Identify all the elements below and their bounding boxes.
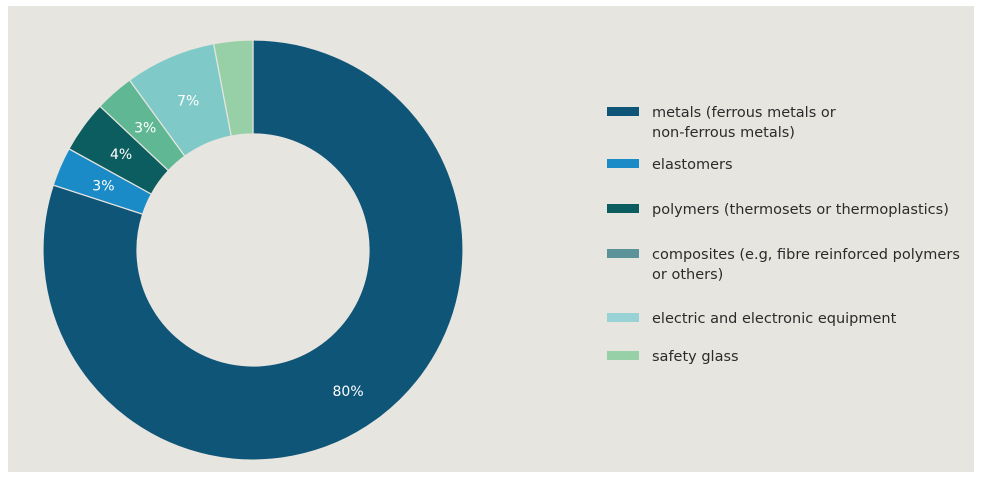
legend-label-line: composites (e.g, fibre reinforced polyme… bbox=[652, 247, 960, 263]
legend-label: polymers (thermosets or thermoplastics) bbox=[652, 200, 972, 220]
slice-value-label-5: 7% bbox=[177, 93, 199, 109]
legend-label-line: non-ferrous metals) bbox=[652, 125, 795, 141]
legend-label: electric and electronic equipment bbox=[652, 309, 972, 329]
donut-slice-1 bbox=[42, 39, 464, 461]
legend-swatch bbox=[607, 107, 639, 116]
legend-label-line: polymers (thermosets or thermoplastics) bbox=[652, 202, 949, 218]
legend-label: elastomers bbox=[652, 155, 972, 175]
legend-label-line: safety glass bbox=[652, 349, 739, 365]
legend-label-line: elastomers bbox=[652, 157, 733, 173]
legend-swatch bbox=[607, 351, 639, 360]
slice-value-label-1: 80% bbox=[333, 384, 364, 400]
legend-swatch bbox=[607, 204, 639, 213]
legend-swatch bbox=[607, 159, 639, 168]
legend-label-line: electric and electronic equipment bbox=[652, 311, 897, 327]
slice-value-label-4: 3% bbox=[134, 121, 156, 137]
slice-value-label-3: 4% bbox=[110, 147, 132, 163]
legend-label: composites (e.g, fibre reinforced polyme… bbox=[652, 245, 972, 285]
slice-value-label-2: 3% bbox=[92, 178, 114, 194]
legend-swatch bbox=[607, 249, 639, 258]
donut-slice-6 bbox=[212, 39, 254, 137]
legend-label: metals (ferrous metals or non-ferrous met… bbox=[652, 103, 972, 143]
legend-swatch bbox=[607, 313, 639, 322]
legend-label-line: metals (ferrous metals or bbox=[652, 105, 836, 121]
donut-chart: 80%3%4%3%7% bbox=[42, 39, 464, 461]
legend-label: safety glass bbox=[652, 347, 972, 367]
chart-panel: 80% 3% 4% 3% 7% metals (ferrous metals or non… bbox=[8, 6, 974, 472]
legend-label-line: or others) bbox=[652, 267, 724, 283]
